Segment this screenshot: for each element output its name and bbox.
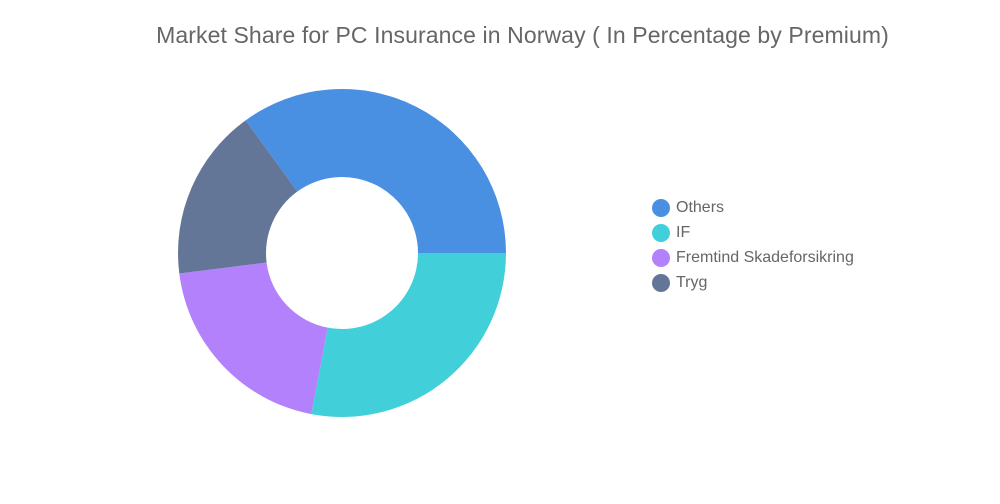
legend-item-tryg[interactable]: Tryg xyxy=(652,270,854,295)
legend-marker xyxy=(652,198,670,217)
chart-title: Market Share for PC Insurance in Norway … xyxy=(156,22,889,48)
donut-slices xyxy=(177,88,507,417)
legend-label: Others xyxy=(676,198,725,216)
legend-label: IF xyxy=(676,223,691,241)
legend-marker xyxy=(652,248,670,267)
legend-item-if[interactable]: IF xyxy=(652,220,854,245)
legend-marker xyxy=(652,223,670,242)
donut-slice-others[interactable] xyxy=(245,88,507,253)
legend-item-others[interactable]: Others xyxy=(652,195,854,220)
legend-marker xyxy=(652,273,670,292)
legend-item-fremtind[interactable]: Fremtind Skadeforsikring xyxy=(652,245,854,270)
chart-legend: Others IF Fremtind Skadeforsikring Tryg xyxy=(652,195,854,295)
legend-label: Tryg xyxy=(676,273,708,291)
donut-slice-if[interactable] xyxy=(311,253,506,417)
legend-label: Fremtind Skadeforsikring xyxy=(676,248,854,266)
donut-slice-tryg[interactable] xyxy=(177,120,298,274)
donut-slice-fremtind-skadeforsikring[interactable] xyxy=(179,262,328,415)
